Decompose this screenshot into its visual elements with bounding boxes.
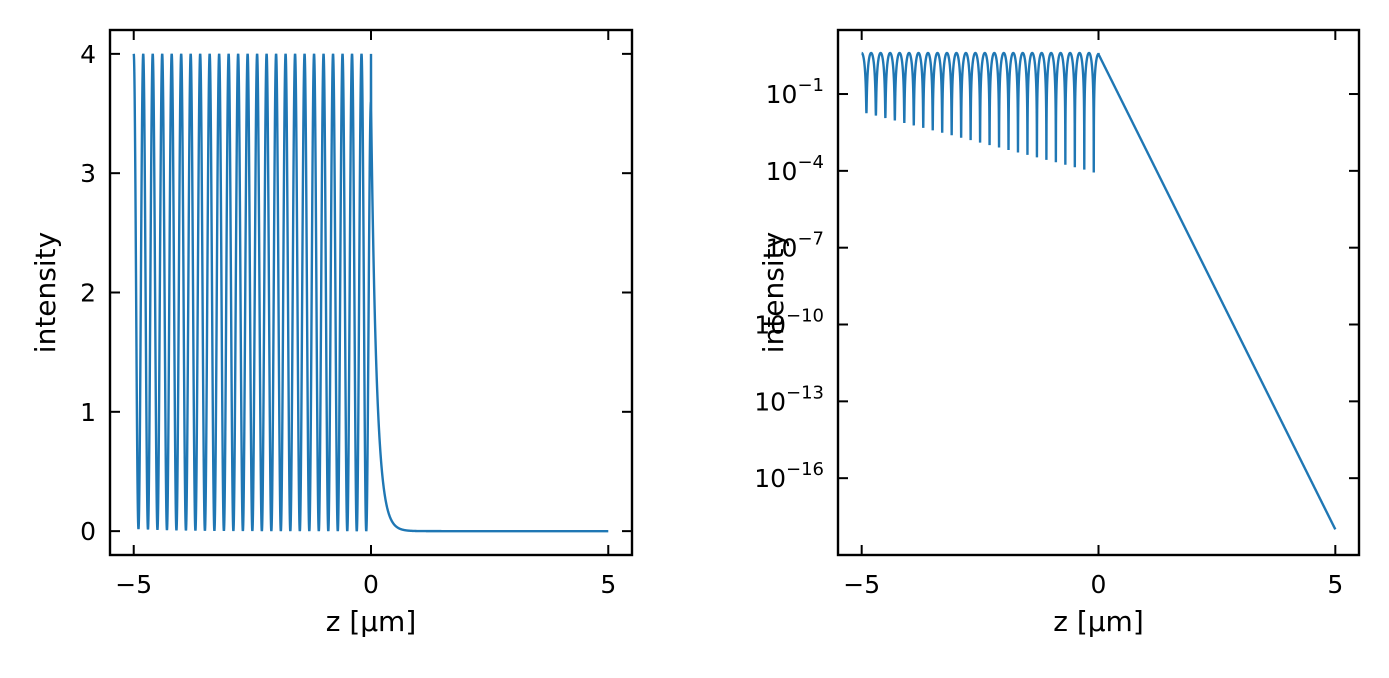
y-tick-label: 0	[80, 517, 96, 546]
tick-marks	[838, 30, 1359, 555]
x-tick-label: −5	[115, 570, 152, 599]
x-axis-label: z [µm]	[326, 605, 417, 638]
intensity-series-line	[132, 53, 609, 533]
x-tick-labels: −5 0 5	[115, 570, 616, 599]
y-tick-labels: 0 1 2 3 4	[80, 40, 96, 546]
y-tick-label: 10−1	[766, 75, 824, 109]
x-tick-label: 5	[1327, 570, 1343, 599]
linear-intensity-plot: −5 0 5 0 1 2 3 4 z [µm] intensity	[29, 28, 634, 638]
x-tick-label: 0	[1091, 570, 1107, 599]
tick-marks	[110, 30, 632, 555]
y-tick-label: 3	[80, 159, 96, 188]
y-tick-labels: 10−1 10−4 10−7 10−10 10−13 10−16	[754, 75, 824, 493]
y-axis-label: intensity	[757, 232, 790, 353]
y-tick-label: 4	[80, 40, 96, 69]
y-tick-label: 1	[80, 398, 96, 427]
x-axis-label: z [µm]	[1053, 605, 1144, 638]
y-tick-label: 10−7	[766, 229, 824, 263]
y-axis-label: intensity	[29, 232, 62, 353]
y-tick-label: 2	[80, 279, 96, 308]
y-tick-label: 10−13	[754, 382, 824, 416]
x-tick-labels: −5 0 5	[843, 570, 1343, 599]
x-tick-label: 0	[363, 570, 379, 599]
y-tick-label: 10−4	[766, 152, 824, 186]
plot-frame	[836, 28, 1361, 557]
y-tick-label: 10−16	[754, 459, 824, 493]
intensity-series-line	[861, 51, 1337, 530]
x-tick-label: 5	[600, 570, 616, 599]
y-tick-label: 10−10	[754, 306, 824, 340]
x-tick-label: −5	[843, 570, 880, 599]
